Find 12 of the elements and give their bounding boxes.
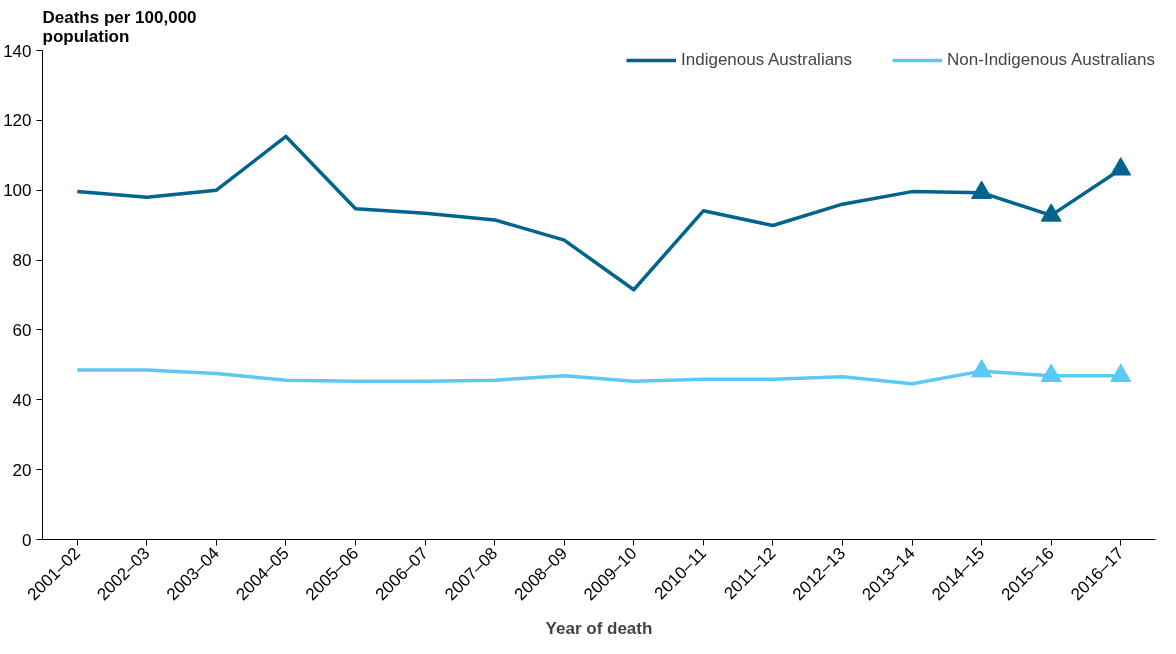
x-axis-title: Year of death [545, 618, 653, 638]
y-tick-label: 100 [3, 181, 32, 201]
legend-label: Indigenous Australians [681, 50, 853, 70]
legend-label: Non-Indigenous Australians [947, 50, 1155, 70]
y-axis-title: Deaths per 100,000 population [42, 7, 197, 46]
y-tick-label: 80 [12, 251, 32, 271]
y-tick-label: 140 [3, 41, 32, 61]
y-tick-label: 120 [3, 111, 32, 131]
y-tick-label: 20 [12, 460, 32, 480]
y-tick-label: 40 [12, 390, 32, 410]
y-tick-label: 60 [12, 320, 32, 340]
y-tick-label: 0 [22, 530, 32, 550]
